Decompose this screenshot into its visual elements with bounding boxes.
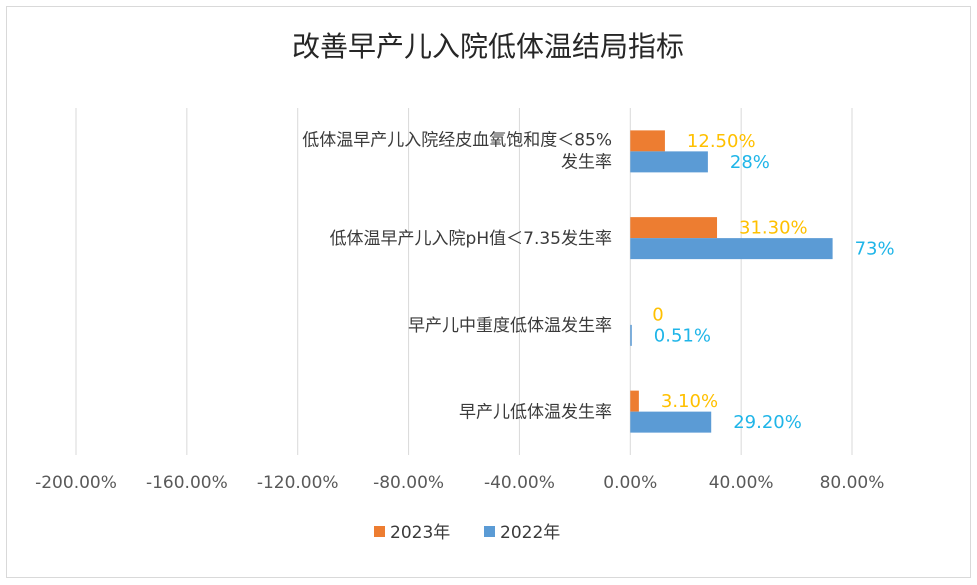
data-label: 31.30% xyxy=(739,218,808,239)
x-tick-label: -200.00% xyxy=(35,473,117,493)
x-tick-label: 40.00% xyxy=(709,473,774,493)
chart-frame xyxy=(6,6,971,578)
legend-swatch xyxy=(484,526,495,537)
bar xyxy=(630,411,712,433)
legend-label: 2023年 xyxy=(390,523,450,543)
category-label: 早产儿中重度低体温发生率 xyxy=(408,316,612,336)
x-tick-label: -120.00% xyxy=(257,473,339,493)
data-label: 0.51% xyxy=(654,325,711,346)
category-label: 发生率 xyxy=(561,152,612,172)
bar xyxy=(630,238,833,260)
category-labels: 低体温早产儿入院经皮血氧饱和度＜85%发生率低体温早产儿入院pH值＜7.35发生… xyxy=(302,130,612,422)
x-tick-label: -80.00% xyxy=(373,473,444,493)
category-label: 低体温早产儿入院pH值＜7.35发生率 xyxy=(330,229,612,249)
data-label: 28% xyxy=(730,152,770,173)
category-label: 早产儿低体温发生率 xyxy=(459,403,612,423)
bars: 12.50%28% 31.30% 73% 00.51% 3.10% 29.20% xyxy=(630,130,895,433)
bar xyxy=(630,151,708,173)
bar xyxy=(630,324,632,346)
data-label: 73% xyxy=(855,239,895,260)
bar xyxy=(630,217,718,239)
x-tick-labels: -200.00% -160.00% -120.00% -80.00% -40.00% 0.… xyxy=(35,473,884,493)
data-label: 29.20% xyxy=(733,412,802,433)
legend-swatch xyxy=(374,526,385,537)
data-label: 3.10% xyxy=(661,391,718,412)
x-tick-label: 80.00% xyxy=(820,473,885,493)
data-label: 0 xyxy=(652,304,663,325)
bar xyxy=(630,130,665,152)
x-tick-label: -160.00% xyxy=(146,473,228,493)
bar xyxy=(630,390,639,412)
category-label: 低体温早产儿入院经皮血氧饱和度＜85% xyxy=(302,130,612,150)
x-tick-label: -40.00% xyxy=(484,473,555,493)
x-tick-label: 0.00% xyxy=(603,473,657,493)
legend: 2023年 2022年 xyxy=(374,523,560,543)
data-label: 12.50% xyxy=(687,131,756,152)
legend-label: 2022年 xyxy=(500,523,560,543)
chart-title: 改善早产儿入院低体温结局指标 xyxy=(292,30,684,63)
